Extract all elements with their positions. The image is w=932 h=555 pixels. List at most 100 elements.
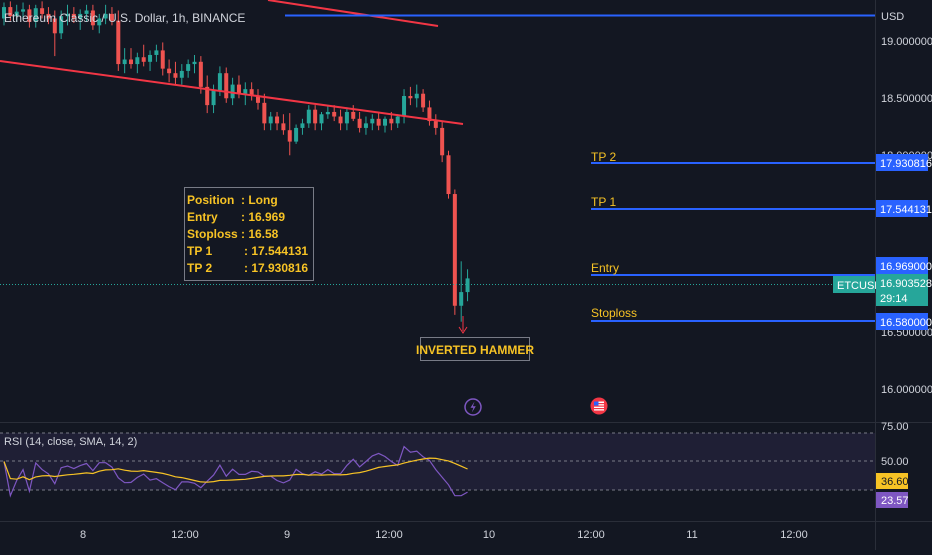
descending-trendline[interactable]	[0, 60, 464, 125]
candle-body	[262, 102, 267, 124]
candle-body	[71, 13, 76, 19]
candle-body	[452, 194, 457, 306]
candle-body	[465, 278, 470, 293]
rsi-title[interactable]: RSI (14, close, SMA, 14, 2)	[4, 436, 137, 448]
candle-countdown: 29:14	[880, 293, 908, 305]
tp1-price-value: 17.544131	[880, 204, 932, 216]
time-label-1: 8	[80, 529, 86, 541]
candle-body	[84, 10, 89, 14]
entry-row-label: Entry	[187, 210, 218, 224]
candle-body	[446, 155, 451, 195]
time-label-6: 12:00	[577, 529, 605, 541]
candle-body	[268, 116, 273, 124]
candle-body	[338, 116, 343, 124]
tp2-price-value: 17.930816	[880, 158, 932, 170]
candle-body	[40, 8, 45, 14]
time-label-7: 11	[686, 529, 697, 541]
currency-label[interactable]: USD	[881, 11, 904, 23]
candle-body	[383, 118, 387, 126]
candle-body	[344, 111, 349, 124]
time-label-3: 9	[284, 529, 290, 541]
candle-body	[198, 61, 203, 87]
tp1-price-tag	[876, 200, 928, 217]
tp1-row-label: TP 1	[187, 244, 212, 258]
ticker-label[interactable]: ETCUSD	[837, 280, 882, 292]
candle-body	[154, 50, 159, 55]
candle-body	[376, 118, 381, 126]
upper-trendline[interactable]	[267, 0, 439, 27]
stoploss-price-value: 16.580000	[880, 317, 932, 329]
pattern-arrow-head	[458, 326, 468, 334]
candle-body	[249, 89, 254, 96]
candle-body	[33, 8, 38, 22]
candle-body	[459, 292, 464, 306]
candle-body	[300, 123, 305, 128]
candle-body	[389, 118, 394, 124]
candle-body	[46, 13, 51, 19]
candle-body	[287, 130, 292, 142]
rsi-ma-tag	[876, 473, 908, 489]
stoploss-row-value: : 16.58	[241, 227, 279, 241]
candle-body	[313, 109, 318, 124]
candle-body	[90, 10, 95, 26]
rsi-ma-line	[3, 457, 468, 483]
tp2-label: TP 2	[591, 150, 616, 164]
candle-body	[357, 118, 362, 128]
candle-body	[186, 64, 191, 71]
price-tick-1: 19.000000	[881, 36, 932, 48]
candle-body	[122, 59, 127, 65]
candle-body	[370, 118, 375, 124]
price-tick-2: 18.500000	[881, 93, 932, 105]
entry-price-value: 16.969000	[880, 261, 932, 273]
rsi-value: 23.57	[881, 495, 909, 507]
candle-body	[21, 9, 26, 12]
price-tick-5: 16.000000	[881, 384, 932, 396]
candle-body	[275, 116, 280, 124]
candle-body	[224, 73, 229, 99]
candle-body	[402, 96, 407, 117]
rsi-line	[3, 445, 468, 498]
candle-body	[65, 13, 70, 17]
candle-body	[129, 59, 133, 65]
pattern-label[interactable]: INVERTED HAMMER	[416, 343, 534, 357]
candle-body	[230, 84, 235, 99]
candle-body	[427, 107, 432, 122]
candle-body	[414, 93, 419, 99]
candle-body	[59, 16, 64, 34]
candle-body	[116, 20, 121, 65]
candle-body	[363, 123, 368, 128]
candle-body	[141, 57, 146, 62]
tp2-row-label: TP 2	[187, 261, 212, 275]
candle-body	[160, 50, 165, 69]
candle-body	[319, 114, 324, 124]
candle-body	[109, 13, 114, 21]
symbol-title[interactable]: Ethereum Classic / U.S. Dollar, 1h, BINA…	[4, 11, 245, 25]
candle-body	[103, 13, 108, 19]
rsi-ma-value: 36.60	[881, 476, 909, 488]
candle-body	[408, 96, 413, 99]
rsi-tick-75: 75.00	[881, 421, 909, 433]
position-info-box[interactable]: Position : Long Entry : 16.969 Stoploss …	[184, 187, 314, 281]
position-row-value: : Long	[241, 193, 278, 207]
candle-body	[351, 111, 356, 119]
candle-body	[173, 73, 178, 78]
candle-body	[306, 109, 311, 124]
candle-body	[27, 9, 32, 22]
candle-body	[294, 127, 299, 142]
lightning-event-icon[interactable]	[464, 398, 482, 416]
candle-body	[256, 96, 260, 103]
position-box-frame	[184, 187, 314, 281]
candle-body	[97, 18, 102, 26]
candle-body	[135, 57, 140, 65]
candle-body	[243, 89, 248, 94]
us-flag-event-icon[interactable]	[590, 397, 608, 415]
candle-body	[167, 68, 172, 74]
stoploss-price-tag	[876, 313, 928, 330]
stoploss-row-label: Stoploss	[187, 227, 238, 241]
candle-body	[14, 11, 19, 17]
candle-body	[52, 18, 57, 34]
time-label-8: 12:00	[780, 529, 808, 541]
last-price-tag	[876, 274, 928, 306]
